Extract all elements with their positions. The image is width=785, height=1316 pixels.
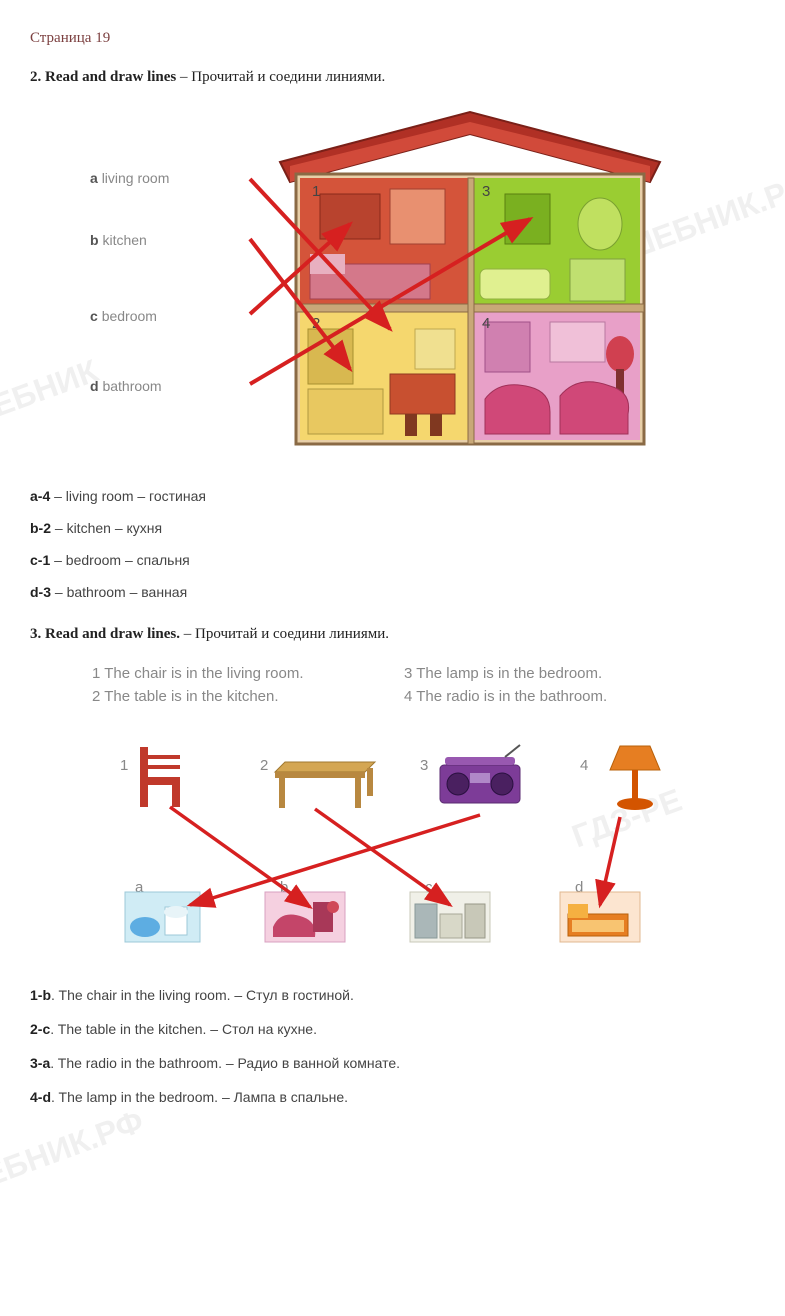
answer-1b: 1-b. The chair in the living room. – Сту… (30, 987, 755, 1003)
exercise3-answers: 1-b. The chair in the living room. – Сту… (30, 987, 755, 1105)
answer-2c: 2-c. The table in the kitchen. – Стол на… (30, 1021, 755, 1037)
exercise2-answers: a-4 – living room – гостиная b-2 – kitch… (30, 488, 755, 600)
watermark: ЕБНИК.РФ (0, 1103, 148, 1195)
kitchen-icon (410, 892, 490, 942)
sentence-4: The radio is in the bathroom. (416, 688, 607, 705)
chair-icon (140, 747, 180, 807)
livingroom-icon (265, 892, 345, 942)
lamp-icon (610, 746, 660, 810)
exercise2-figure: a living room b kitchen c bedroom d bath… (90, 104, 755, 464)
sentence-2: The table is in the kitchen. (104, 688, 278, 705)
answer-d: d-3 – bathroom – ванная (30, 584, 755, 600)
answer-b: b-2 – kitchen – кухня (30, 520, 755, 536)
exercise3-heading-rest: – Прочитай и соедини линиями. (180, 626, 389, 642)
exercise3-heading-bold: 3. Read and draw lines. (30, 626, 180, 642)
answer-3a: 3-a. The radio in the bathroom. – Радио … (30, 1055, 755, 1071)
exercise2-heading-bold: 2. Read and draw lines (30, 69, 176, 85)
exercise3-svg (80, 727, 720, 957)
sentence-1: The chair is in the living room. (104, 665, 303, 682)
exercise3-figure: 1 2 3 4 a b c d (80, 727, 755, 957)
answer-a: a-4 – living room – гостиная (30, 488, 755, 504)
answer-4d: 4-d. The lamp in the bedroom. – Лампа в … (30, 1089, 755, 1105)
exercise2-heading-rest: – Прочитай и соедини линиями. (176, 69, 385, 85)
answer-c: c-1 – bedroom – спальня (30, 552, 755, 568)
watermark: ЕБНИК (0, 352, 103, 424)
page-marker: Страница 19 (30, 30, 755, 47)
table-icon (275, 762, 375, 808)
exercise2-heading: 2. Read and draw lines – Прочитай и соед… (30, 69, 755, 86)
exercise2-arrows (90, 104, 710, 464)
radio-icon (440, 745, 520, 803)
exercise3-sentences: 1 The chair is in the living room. 3 The… (90, 661, 755, 709)
sentence-3: The lamp is in the bedroom. (416, 665, 602, 682)
exercise3-heading: 3. Read and draw lines. – Прочитай и сое… (30, 626, 755, 643)
bathroom-icon (125, 892, 200, 942)
